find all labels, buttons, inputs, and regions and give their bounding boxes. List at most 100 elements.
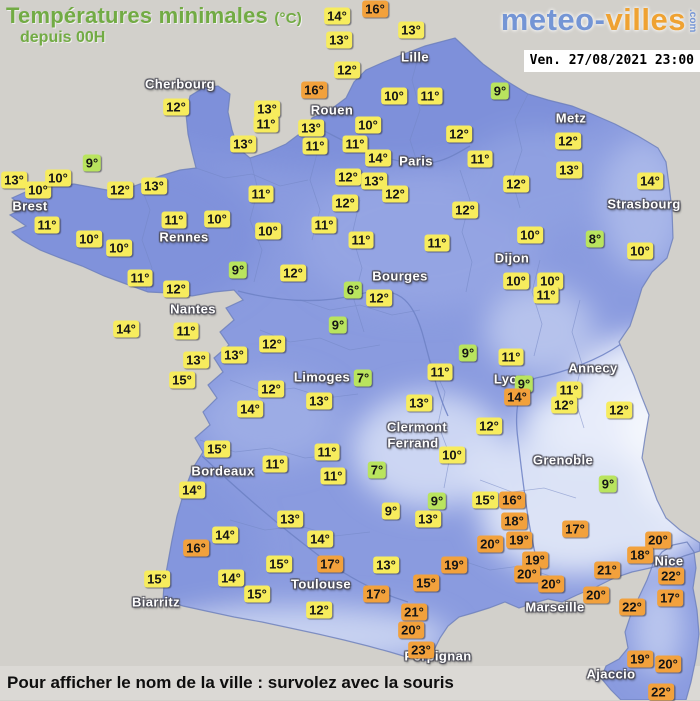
temp-badge[interactable]: 12° <box>335 168 361 186</box>
temp-badge[interactable]: 14° <box>179 481 205 499</box>
temp-badge[interactable]: 15° <box>244 585 270 603</box>
temp-badge[interactable]: 9° <box>381 502 401 520</box>
temp-badge[interactable]: 15° <box>169 371 195 389</box>
temp-badge[interactable]: 11° <box>302 137 328 155</box>
temp-badge[interactable]: 13° <box>361 172 387 190</box>
temp-badge[interactable]: 10° <box>627 242 653 260</box>
temp-badge[interactable]: 18° <box>627 546 653 564</box>
temp-badge[interactable]: 20° <box>398 621 424 639</box>
temp-badge[interactable]: 14° <box>212 526 238 544</box>
temp-badge[interactable]: 13° <box>141 177 167 195</box>
temp-badge[interactable]: 9° <box>514 375 534 393</box>
temp-badge[interactable]: 10° <box>204 210 230 228</box>
temp-badge[interactable]: 13° <box>326 31 352 49</box>
temp-badge[interactable]: 11° <box>320 467 346 485</box>
temp-badge[interactable]: 19° <box>506 531 532 549</box>
temp-badge[interactable]: 10° <box>25 181 51 199</box>
temp-badge[interactable]: 12° <box>606 401 632 419</box>
temp-badge[interactable]: 13° <box>556 161 582 179</box>
temp-badge[interactable]: 14° <box>504 388 530 406</box>
temp-badge[interactable]: 12° <box>332 194 358 212</box>
temp-badge[interactable]: 14° <box>324 7 350 25</box>
temp-badge[interactable]: 20° <box>477 535 503 553</box>
temp-badge[interactable]: 19° <box>627 650 653 668</box>
temp-badge[interactable]: 11° <box>248 185 274 203</box>
temp-badge[interactable]: 12° <box>446 125 472 143</box>
temp-badge[interactable]: 10° <box>255 222 281 240</box>
temp-badge[interactable]: 10° <box>503 272 529 290</box>
temp-badge[interactable]: 9° <box>328 316 348 334</box>
temp-badge[interactable]: 20° <box>538 575 564 593</box>
temp-badge[interactable]: 11° <box>348 231 374 249</box>
temp-badge[interactable]: 9° <box>228 261 248 279</box>
temp-badge[interactable]: 13° <box>183 351 209 369</box>
temp-badge[interactable]: 12° <box>503 175 529 193</box>
temp-badge[interactable]: 20° <box>655 655 681 673</box>
temp-badge[interactable]: 11° <box>253 115 279 133</box>
temp-badge[interactable]: 15° <box>266 555 292 573</box>
temp-badge[interactable]: 11° <box>127 269 153 287</box>
temp-badge[interactable]: 16° <box>301 81 327 99</box>
temp-badge[interactable]: 11° <box>424 234 450 252</box>
temp-badge[interactable]: 12° <box>259 335 285 353</box>
temp-badge[interactable]: 14° <box>307 530 333 548</box>
temp-badge[interactable]: 13° <box>277 510 303 528</box>
temp-badge[interactable]: 15° <box>472 491 498 509</box>
temp-badge[interactable]: 13° <box>373 556 399 574</box>
temp-badge[interactable]: 20° <box>583 586 609 604</box>
temp-badge[interactable]: 17° <box>657 589 683 607</box>
temp-badge[interactable]: 12° <box>366 289 392 307</box>
temp-badge[interactable]: 9° <box>458 344 478 362</box>
temp-badge[interactable]: 19° <box>441 556 467 574</box>
temp-badge[interactable]: 10° <box>439 446 465 464</box>
temp-badge[interactable]: 11° <box>311 216 337 234</box>
temp-badge[interactable]: 17° <box>363 585 389 603</box>
temp-badge[interactable]: 6° <box>343 281 363 299</box>
temp-badge[interactable]: 10° <box>381 87 407 105</box>
temp-badge[interactable]: 13° <box>398 21 424 39</box>
temp-badge[interactable]: 7° <box>353 369 373 387</box>
temp-badge[interactable]: 12° <box>551 396 577 414</box>
temp-badge[interactable]: 12° <box>163 280 189 298</box>
temp-badge[interactable]: 18° <box>501 512 527 530</box>
temp-badge[interactable]: 14° <box>637 172 663 190</box>
temp-badge[interactable]: 12° <box>452 201 478 219</box>
temp-badge[interactable]: 9° <box>598 475 618 493</box>
temp-badge[interactable]: 16° <box>499 491 525 509</box>
temp-badge[interactable]: 11° <box>342 135 368 153</box>
site-logo[interactable]: meteo- villes .com <box>501 2 698 38</box>
temp-badge[interactable]: 11° <box>533 286 559 304</box>
temp-badge[interactable]: 17° <box>317 555 343 573</box>
temp-badge[interactable]: 16° <box>183 539 209 557</box>
temp-badge[interactable]: 13° <box>221 346 247 364</box>
temp-badge[interactable]: 12° <box>107 181 133 199</box>
temp-badge[interactable]: 11° <box>427 363 453 381</box>
temp-badge[interactable]: 11° <box>556 381 582 399</box>
temp-badge[interactable]: 9° <box>82 154 102 172</box>
temp-badge[interactable]: 15° <box>413 574 439 592</box>
temp-badge[interactable]: 14° <box>113 320 139 338</box>
temp-badge[interactable]: 12° <box>306 601 332 619</box>
temp-badge[interactable]: 12° <box>382 185 408 203</box>
temp-badge[interactable]: 23° <box>408 641 434 659</box>
temp-badge[interactable]: 20° <box>514 565 540 583</box>
temp-badge[interactable]: 13° <box>254 100 280 118</box>
temp-badge[interactable]: 9° <box>490 82 510 100</box>
temp-badge[interactable]: 12° <box>258 380 284 398</box>
temp-badge[interactable]: 11° <box>498 348 524 366</box>
temp-badge[interactable]: 12° <box>163 98 189 116</box>
temp-badge[interactable]: 11° <box>34 216 60 234</box>
temp-badge[interactable]: 13° <box>230 135 256 153</box>
temp-badge[interactable]: 10° <box>45 169 71 187</box>
temp-badge[interactable]: 15° <box>144 570 170 588</box>
temp-badge[interactable]: 12° <box>334 61 360 79</box>
temp-badge[interactable]: 19° <box>522 551 548 569</box>
temp-badge[interactable]: 22° <box>619 598 645 616</box>
temp-badge[interactable]: 22° <box>648 683 674 701</box>
temp-badge[interactable]: 13° <box>1 171 27 189</box>
temp-badge[interactable]: 21° <box>401 603 427 621</box>
temp-badge[interactable]: 13° <box>306 392 332 410</box>
temp-badge[interactable]: 10° <box>76 230 102 248</box>
temp-badge[interactable]: 16° <box>362 0 388 18</box>
temp-badge[interactable]: 21° <box>594 561 620 579</box>
